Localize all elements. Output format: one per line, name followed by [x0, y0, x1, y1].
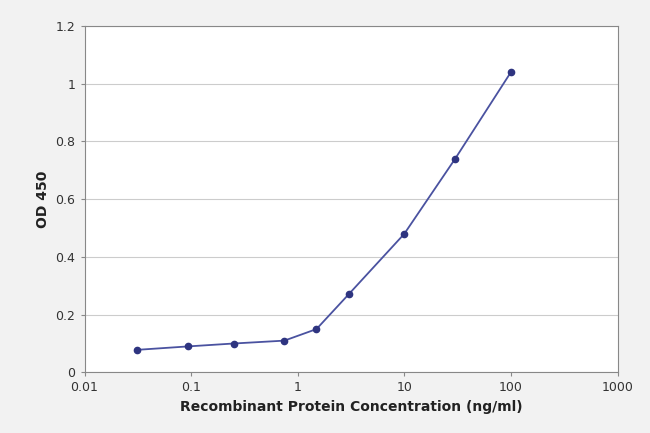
X-axis label: Recombinant Protein Concentration (ng/ml): Recombinant Protein Concentration (ng/ml…	[179, 400, 523, 414]
Y-axis label: OD 450: OD 450	[36, 171, 50, 228]
